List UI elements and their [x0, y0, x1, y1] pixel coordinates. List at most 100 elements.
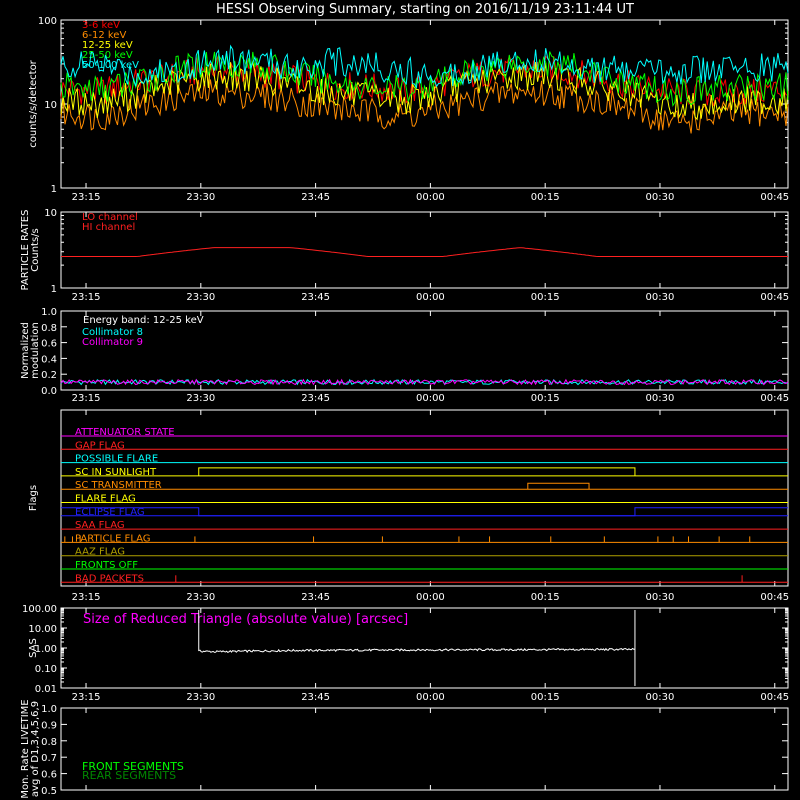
x-tick-label: 23:15 [72, 692, 101, 703]
y-tick-label: 100.00 [22, 604, 57, 615]
y-tick-label: 1.0 [41, 704, 57, 715]
x-tick-label: 00:30 [646, 393, 675, 404]
y-tick-label: 0.6 [41, 770, 57, 781]
flag-label: ATTENUATOR STATE [75, 427, 175, 438]
series-line [198, 647, 635, 654]
y-tick-label: 10.00 [28, 624, 57, 635]
y-tick-label: 0.2 [41, 370, 57, 381]
y-tick-label: 100 [38, 16, 57, 27]
series-line [60, 79, 789, 134]
x-tick-label: 00:45 [760, 592, 789, 603]
y-tick-label: 0.8 [41, 323, 57, 334]
flag-label: BAD PACKETS [75, 573, 144, 584]
x-tick-label: 23:15 [72, 192, 101, 203]
flag-label: AAZ FLAG [75, 547, 125, 558]
panel-3: 23:15 23:30 23:45 00:00 00:15 00:30 00:45 0.0 0.… [20, 307, 789, 404]
x-tick-label: 00:00 [416, 393, 445, 404]
y-tick-label: 0.0 [41, 386, 57, 397]
x-tick-label: 00:00 [416, 292, 445, 303]
x-tick-label: 00:15 [531, 192, 560, 203]
y-axis-label: counts/s/detector [28, 59, 39, 147]
y-axis-label: Normalized [20, 322, 31, 379]
x-tick-label: 23:30 [186, 692, 215, 703]
x-tick-label: 23:30 [186, 592, 215, 603]
panel-annotation: Energy band: 12-25 keV [83, 315, 204, 326]
x-tick-label: 00:30 [646, 192, 675, 203]
legend-entry: 12-25 keV [82, 40, 133, 51]
x-tick-label: 00:45 [760, 292, 789, 303]
y-tick-label: 1 [51, 284, 57, 295]
x-tick-label: 00:45 [760, 393, 789, 404]
x-tick-label: 23:45 [301, 592, 330, 603]
chart-title: HESSI Observing Summary, starting on 201… [216, 2, 634, 17]
x-tick-label: 23:30 [186, 192, 215, 203]
x-tick-label: 00:15 [531, 393, 560, 404]
y-tick-label: 0.4 [41, 354, 57, 365]
x-tick-label: 23:45 [301, 393, 330, 404]
flag-label: PARTICLE FLAG [75, 533, 151, 544]
flag-label: FRONTS OFF [75, 560, 138, 571]
y-tick-label: 0.7 [41, 753, 57, 764]
legend-entry: Collimator 8 [82, 327, 143, 338]
x-tick-label: 00:00 [416, 192, 445, 203]
y-tick-label: 1 [51, 184, 57, 195]
y-tick-label: 0.10 [35, 664, 57, 675]
x-tick-label: 00:30 [646, 292, 675, 303]
y-axis-label-2: Counts/s [30, 228, 41, 272]
chart-panels: 23:15 23:30 23:45 00:00 00:15 00:30 00:4511010… [20, 16, 789, 799]
x-tick-label: 23:30 [186, 292, 215, 303]
y-tick-label: 10 [44, 208, 57, 219]
y-tick-label: 0.01 [35, 684, 57, 695]
y-axis-label: Mon. Rate LIVETIME [20, 699, 31, 798]
x-tick-label: 00:00 [416, 592, 445, 603]
y-tick-label: 0.9 [41, 720, 57, 731]
x-tick-label: 23:15 [72, 292, 101, 303]
legend-entry: 25-50 keV [82, 50, 133, 61]
y-tick-label: 0.6 [41, 339, 57, 350]
legend-entry: REAR SEGMENTS [82, 769, 176, 782]
x-tick-label: 00:30 [646, 692, 675, 703]
legend-entry: 6-12 keV [82, 30, 126, 41]
panel-frame [60, 409, 789, 587]
panel-2: 23:15 23:30 23:45 00:00 00:15 00:30 00:45 1 10 PA… [20, 208, 789, 303]
series-line [60, 378, 789, 386]
flag-label: SC TRANSMITTER [75, 480, 162, 491]
y-tick-label: 1.0 [41, 307, 57, 318]
series-line [60, 51, 789, 107]
panel-5: 23:15 23:30 23:45 00:00 00:15 00:30 00:45 0.01 0… [22, 604, 789, 703]
series-line [60, 378, 789, 386]
legend-entry: 3-6 keV [82, 20, 120, 31]
y-tick-label: 1.00 [35, 644, 57, 655]
x-tick-label: 23:45 [301, 192, 330, 203]
x-tick-label: 23:30 [186, 393, 215, 404]
y-axis-label: Flags [28, 485, 39, 511]
series-line [61, 247, 788, 257]
panel-frame [60, 310, 789, 391]
series-line [60, 44, 789, 90]
y-tick-label: 0.5 [41, 786, 57, 797]
flag-sunlight-step [198, 467, 636, 476]
flag-label: FLARE FLAG [75, 494, 136, 505]
x-tick-label: 00:45 [760, 692, 789, 703]
x-tick-label: 00:15 [531, 692, 560, 703]
x-tick-label: 23:15 [72, 592, 101, 603]
legend-entry: FRONT SEGMENTS [82, 760, 184, 773]
flag-label: SAA FLAG [75, 520, 125, 531]
flag-transmitter-step [527, 482, 590, 490]
y-axis-label-2: modulation [30, 322, 41, 379]
y-axis-label: SAS [28, 638, 39, 658]
legend-entry: Collimator 9 [82, 337, 143, 348]
flag-label: ECLIPSE FLAG [75, 507, 145, 518]
x-tick-label: 00:15 [531, 592, 560, 603]
panel-frame [60, 211, 789, 289]
y-tick-label: 10 [44, 100, 57, 111]
panel-1: 23:15 23:30 23:45 00:00 00:15 00:30 00:45 1 10 10… [28, 16, 789, 203]
flag-label: SC IN SUNLIGHT [75, 467, 157, 478]
legend-entry: LO channel [82, 212, 138, 223]
x-tick-label: 23:15 [72, 393, 101, 404]
x-tick-label: 23:45 [301, 292, 330, 303]
panel-frame [60, 707, 789, 791]
panel-6: 0.5 0.6 0.7 0.8 0.9 1.0 Mon. Rate LIVETIME avg … [20, 699, 789, 799]
x-tick-label: 00:45 [760, 192, 789, 203]
